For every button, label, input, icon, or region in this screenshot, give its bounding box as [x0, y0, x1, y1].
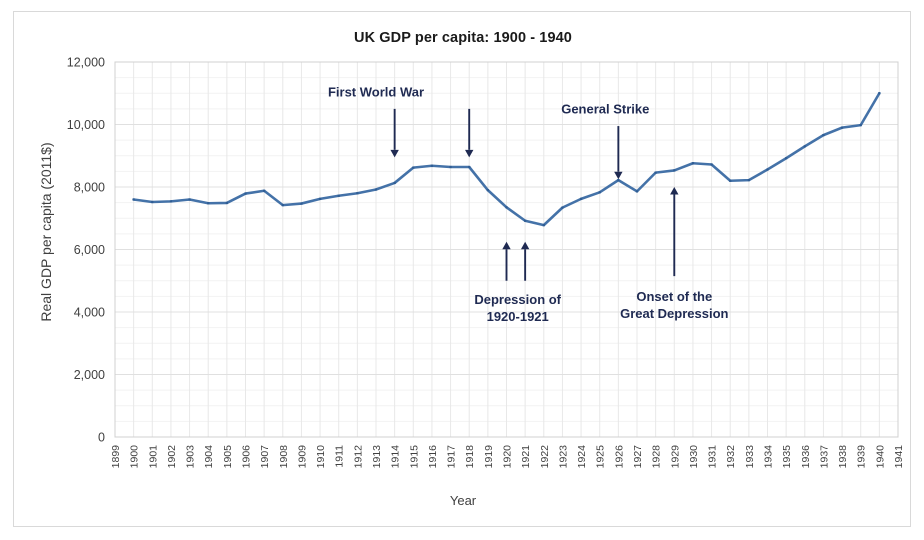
svg-text:1941: 1941 — [893, 445, 905, 469]
svg-text:1929: 1929 — [669, 445, 681, 469]
svg-text:1934: 1934 — [763, 445, 775, 469]
svg-text:1911: 1911 — [334, 445, 346, 468]
svg-text:1937: 1937 — [818, 445, 830, 469]
svg-text:1920-1921: 1920-1921 — [487, 309, 549, 324]
svg-text:Depression of: Depression of — [474, 292, 561, 307]
svg-text:1918: 1918 — [464, 445, 476, 469]
svg-text:0: 0 — [98, 431, 105, 445]
svg-text:1924: 1924 — [576, 445, 588, 469]
svg-text:General Strike: General Strike — [561, 102, 649, 117]
svg-text:1917: 1917 — [446, 445, 458, 469]
svg-text:1913: 1913 — [371, 445, 383, 469]
svg-text:1931: 1931 — [707, 445, 719, 469]
x-axis-tick-labels: 1899 1900 1901 1902 1903 1904 1905 1906 1907 1908… — [110, 445, 905, 469]
chart-title: UK GDP per capita: 1900 - 1940 — [354, 30, 572, 46]
svg-text:1936: 1936 — [800, 445, 812, 469]
svg-text:1923: 1923 — [557, 445, 569, 469]
svg-text:Onset of the: Onset of the — [636, 289, 712, 304]
svg-text:1925: 1925 — [595, 445, 607, 469]
svg-text:4,000: 4,000 — [74, 306, 105, 320]
svg-text:1938: 1938 — [837, 445, 849, 469]
svg-text:1905: 1905 — [222, 445, 234, 469]
svg-text:1926: 1926 — [613, 445, 625, 469]
data-point-markers — [132, 92, 881, 227]
svg-text:1940: 1940 — [874, 445, 886, 469]
svg-text:1904: 1904 — [203, 445, 215, 469]
svg-text:1912: 1912 — [352, 445, 364, 469]
svg-text:1915: 1915 — [408, 445, 420, 469]
svg-text:1910: 1910 — [315, 445, 327, 469]
svg-text:1900: 1900 — [129, 445, 141, 469]
svg-text:1899: 1899 — [110, 445, 122, 469]
svg-text:1901: 1901 — [147, 445, 159, 469]
chart-frame: UK GDP per capita: 1900 - 1940 Real GDP … — [13, 11, 911, 527]
chart-annotations: First World War General Strike Depression … — [328, 84, 729, 324]
svg-text:1903: 1903 — [185, 445, 197, 469]
svg-text:1920: 1920 — [502, 445, 514, 469]
svg-text:1932: 1932 — [725, 445, 737, 469]
svg-text:1907: 1907 — [259, 445, 271, 469]
x-axis-title: Year — [449, 493, 477, 508]
plot-border — [114, 61, 899, 438]
svg-text:1909: 1909 — [296, 445, 308, 469]
svg-text:12,000: 12,000 — [67, 56, 105, 70]
svg-text:First World War: First World War — [328, 84, 424, 99]
svg-text:Great Depression: Great Depression — [620, 306, 728, 321]
line-chart-plot: 0 2,000 4,000 6,000 8,000 10,000 12,000 1899 19… — [67, 56, 905, 469]
y-axis-tick-labels: 0 2,000 4,000 6,000 8,000 10,000 12,000 — [67, 56, 105, 445]
svg-text:1921: 1921 — [520, 445, 532, 469]
svg-text:1935: 1935 — [781, 445, 793, 469]
svg-text:8,000: 8,000 — [74, 181, 105, 195]
svg-text:1908: 1908 — [278, 445, 290, 469]
svg-text:1922: 1922 — [539, 445, 551, 469]
svg-text:1914: 1914 — [390, 445, 402, 469]
svg-text:1930: 1930 — [688, 445, 700, 469]
svg-text:1919: 1919 — [483, 445, 495, 469]
svg-text:1927: 1927 — [632, 445, 644, 469]
svg-text:1906: 1906 — [241, 445, 253, 469]
svg-text:1933: 1933 — [744, 445, 756, 469]
svg-text:1902: 1902 — [166, 445, 178, 469]
svg-text:1928: 1928 — [651, 445, 663, 469]
svg-text:1916: 1916 — [427, 445, 439, 469]
svg-text:6,000: 6,000 — [74, 243, 105, 257]
svg-text:1939: 1939 — [856, 445, 868, 469]
svg-text:2,000: 2,000 — [74, 368, 105, 382]
svg-text:10,000: 10,000 — [67, 118, 105, 132]
